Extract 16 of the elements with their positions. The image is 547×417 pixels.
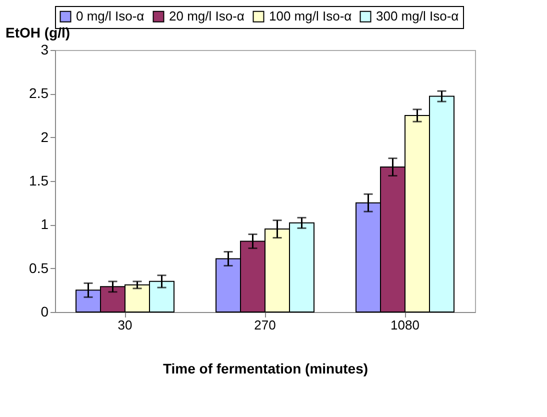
x-tick-label: 270 [254,318,276,332]
x-axis-title: Time of fermentation (minutes) [162,360,368,376]
legend-label: 0 mg/l Iso-α [76,8,145,24]
y-tick-label: 3 [40,42,49,58]
y-tick-label: 1 [40,216,49,232]
x-tick-label: 1080 [390,318,420,332]
y-axis-title: EtOH (g/l) [6,24,70,40]
y-tick-label: 2.5 [29,85,49,102]
y-tick-label: 0.5 [29,260,49,276]
y-tick-label: 0 [40,304,49,320]
legend-label: 100 mg/l Iso-α [269,8,352,24]
legend-label: 20 mg/l Iso-α [169,8,245,24]
x-tick-label: 30 [118,318,132,332]
y-tick-label: 1.5 [29,172,49,188]
legend-label: 300 mg/l Iso-α [376,8,460,24]
y-tick-label: 2 [40,128,49,145]
